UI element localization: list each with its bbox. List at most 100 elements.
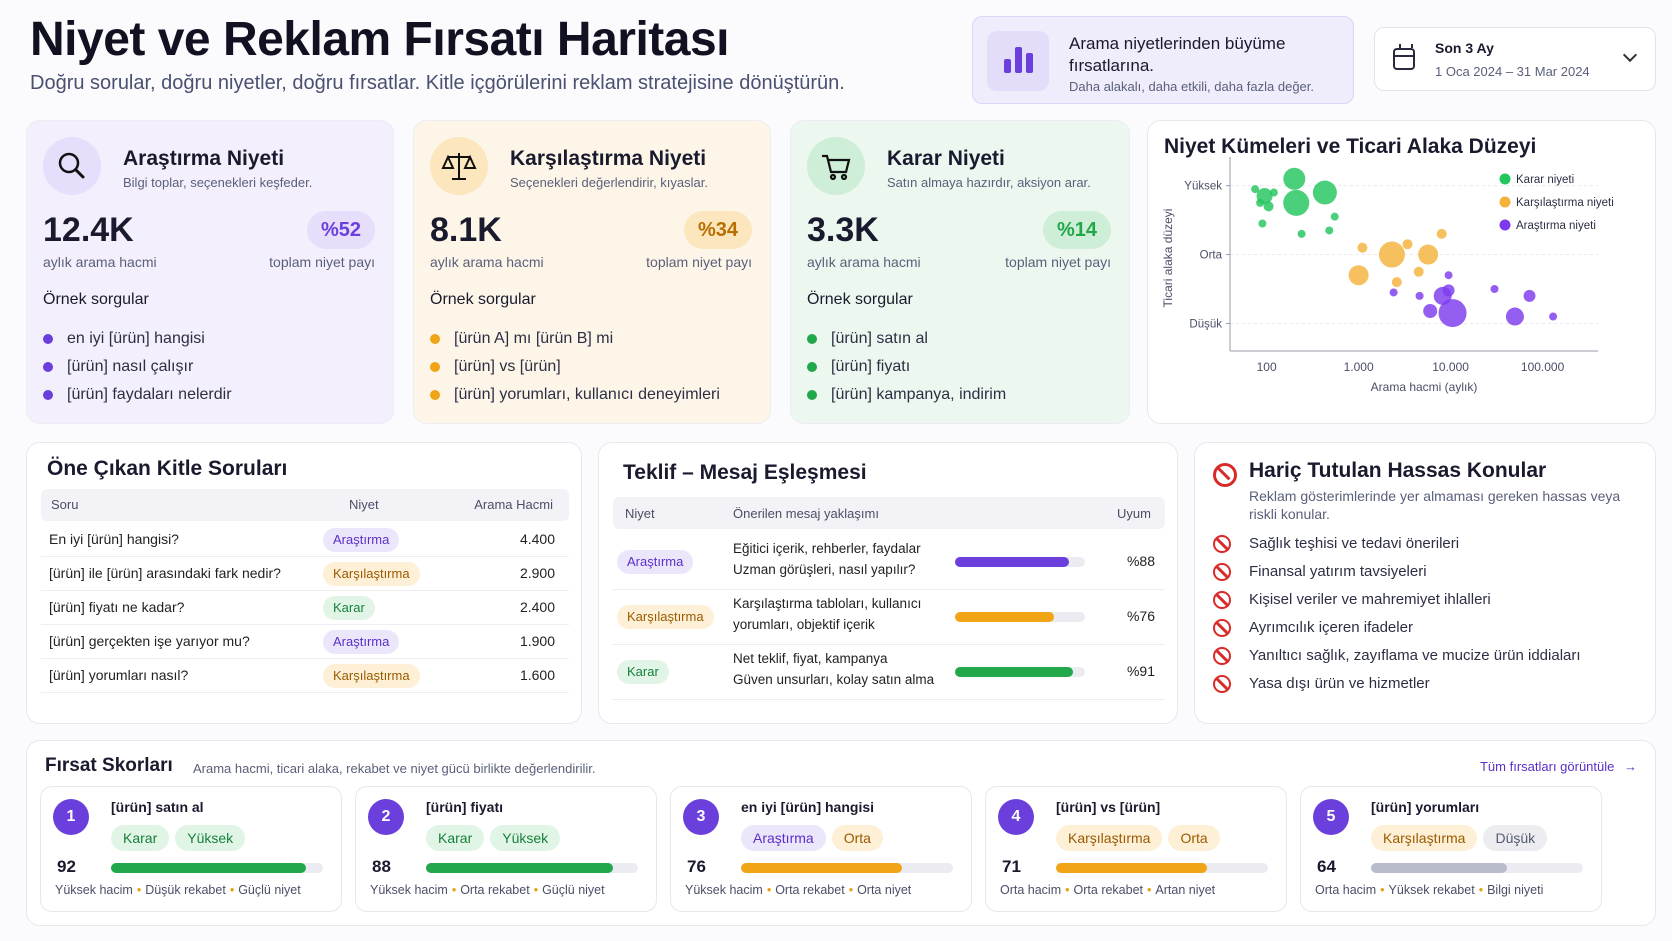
example-query: [ürün] fiyatı [807,353,1006,381]
example-query: [ürün] satın al [807,325,1006,353]
data-point [1523,289,1536,302]
example-text: en iyi [ürün] hangisi [67,330,205,347]
legend-swatch [1499,196,1511,208]
opportunity-score: 71 [1002,857,1021,876]
fit-bar-fill [955,557,1070,567]
question-text: [ürün] fiyatı ne kadar? [49,599,185,615]
score-bar [741,863,953,873]
rank-badge: 5 [1313,799,1349,835]
data-point [1549,312,1558,321]
search-volume: 2.900 [519,565,555,581]
legend-entry: Araştırma niyeti [1516,220,1596,232]
meta-separator: • [1478,883,1484,897]
table-row[interactable]: [ürün] ile [ürün] arasındaki fark nedir?… [41,557,569,591]
bullet-dot [43,390,53,400]
meta-competition: Orta rekabet [775,883,845,897]
col-intent: Niyet [349,497,379,512]
excluded-topic: Finansal yatırım tavsiyeleri [1249,563,1427,580]
meta-separator: • [451,883,457,897]
x-tick-label: 1.000 [1344,360,1374,374]
intent-title: Karar Niyeti [887,147,1005,170]
table-row[interactable]: [ürün] gerçekten işe yarıyor mu? Araştırm… [41,625,569,659]
chevron-down-icon [1622,47,1638,63]
ban-icon [1213,591,1231,609]
score-bar [1056,863,1268,873]
intent-badge: Karşılaştırma [323,664,420,688]
view-all-label: Tüm fırsatları görüntüle [1479,759,1615,774]
fit-bar [955,557,1085,567]
example-list: en iyi [ürün] hangisi [ürün] nasıl çalışı… [43,325,232,409]
page-title: Niyet ve Reklam Fırsatı Haritası [30,13,730,66]
bullet-dot [807,362,817,372]
opportunity-card[interactable]: 4 [ürün] vs [ürün] Karşılaştırma Orta 71 Orta… [985,786,1287,912]
search-volume: 1.900 [519,633,555,649]
level-badge: Düşük [1483,825,1548,851]
meta-separator: • [1380,883,1385,897]
offer-title: Teklif – Mesaj Eşleşmesi [623,461,867,484]
opportunity-card[interactable]: 3 en iyi [ürün] hangisi Araştırma Orta 76 Yük… [670,786,972,912]
date-range: 1 Oca 2024 – 31 Mar 2024 [1435,64,1590,79]
data-point [1256,188,1273,204]
excluded-topic: Yasa dışı ürün ve hizmetler [1249,675,1430,692]
opportunity-score: 76 [687,857,706,876]
data-point [1325,226,1334,235]
opportunity-score: 64 [1317,857,1336,876]
col-message: Önerilen mesaj yaklaşımı [733,506,879,521]
opportunity-card[interactable]: 1 [ürün] satın al Karar Yüksek 92 Yüksek haci… [40,786,342,912]
table-row[interactable]: [ürün] fiyatı ne kadar? Karar 2.400 [41,591,569,625]
bullet-dot [430,390,440,400]
intent-badge: Karşılaştırma [1371,825,1478,851]
opportunity-card[interactable]: 5 [ürün] yorumları Karşılaştırma Düşük 64 Ort… [1300,786,1602,912]
level-badge: Orta [1168,825,1220,851]
score-bar-fill [741,863,903,873]
y-axis-label: Ticari alaka düzeyi [1161,209,1175,308]
table-row[interactable]: Karşılaştırma Karşılaştırma tabloları, ku… [613,590,1165,645]
opportunity-score: 88 [372,857,391,876]
example-text: [ürün] yorumları, kullanıcı deneyimleri [454,386,720,403]
opportunity-card[interactable]: 2 [ürün] fiyatı Karar Yüksek 88 Yüksek hacim •… [355,786,657,912]
example-text: [ürün] satın al [831,330,928,347]
example-text: [ürün A] mı [ürün B] mi [454,330,614,347]
meta-volume: Orta hacim [1000,883,1062,897]
data-point [1413,266,1424,277]
score-bar [426,863,638,873]
opportunity-query: [ürün] satın al [111,799,204,815]
intent-share-badge: %34 [683,211,752,249]
example-query: en iyi [ürün] hangisi [43,325,232,353]
meta-intent: Güçlü niyet [542,883,605,897]
view-all-link[interactable]: Tüm fırsatları görüntüle → [1480,759,1637,774]
col-volume: Arama Hacmi [474,497,553,512]
data-point [1258,219,1267,228]
intent-volume-label: aylık arama hacmi [807,254,921,270]
data-point [1283,167,1306,190]
ban-icon [1213,463,1237,487]
excluded-topic: Sağlık teşhisi ve tedavi önerileri [1249,535,1460,552]
ban-icon [1213,619,1231,637]
data-point [1297,229,1306,238]
table-row[interactable]: Araştırma Eğitici içerik, rehberler, fayd… [613,535,1165,590]
score-bar-fill [1056,863,1207,873]
intent-share-badge: %14 [1042,211,1111,249]
questions-table-header: Soru Niyet Arama Hacmi [41,489,569,521]
table-row[interactable]: [ürün] yorumları nasıl? Karşılaştırma 1.60… [41,659,569,693]
opportunity-tags: Karar Yüksek [426,825,566,851]
legend-entry: Karşılaştırma niyeti [1516,197,1614,209]
data-point [1391,277,1402,288]
meta-intent: Bilgi niyeti [1487,883,1544,897]
rank-badge: 3 [683,799,719,835]
data-point [1423,304,1438,319]
opportunity-desc: Arama hacmi, ticari alaka, rekabet ve ni… [193,761,596,776]
date-range-selector[interactable]: Son 3 Ay 1 Oca 2024 – 31 Mar 2024 [1374,27,1656,91]
table-row[interactable]: En iyi [ürün] hangisi? Araştırma 4.400 [41,523,569,557]
promo-banner: Arama niyetlerinden büyüme fırsatlarına.… [972,16,1354,104]
examples-label: Örnek sorgular [430,291,536,308]
data-point [1415,291,1424,300]
question-text: [ürün] gerçekten işe yarıyor mu? [49,633,250,649]
fit-bar [955,667,1085,677]
bullet-dot [43,362,53,372]
table-row[interactable]: Karar Net teklif, fiyat, kampanya Güven un… [613,645,1165,700]
excluded-topic: Yanıltıcı sağlık, zayıflama ve mucize ür… [1249,647,1581,664]
example-text: [ürün] kampanya, indirim [831,386,1007,403]
bullet-dot [43,334,53,344]
questions-title: Öne Çıkan Kitle Soruları [47,457,288,480]
